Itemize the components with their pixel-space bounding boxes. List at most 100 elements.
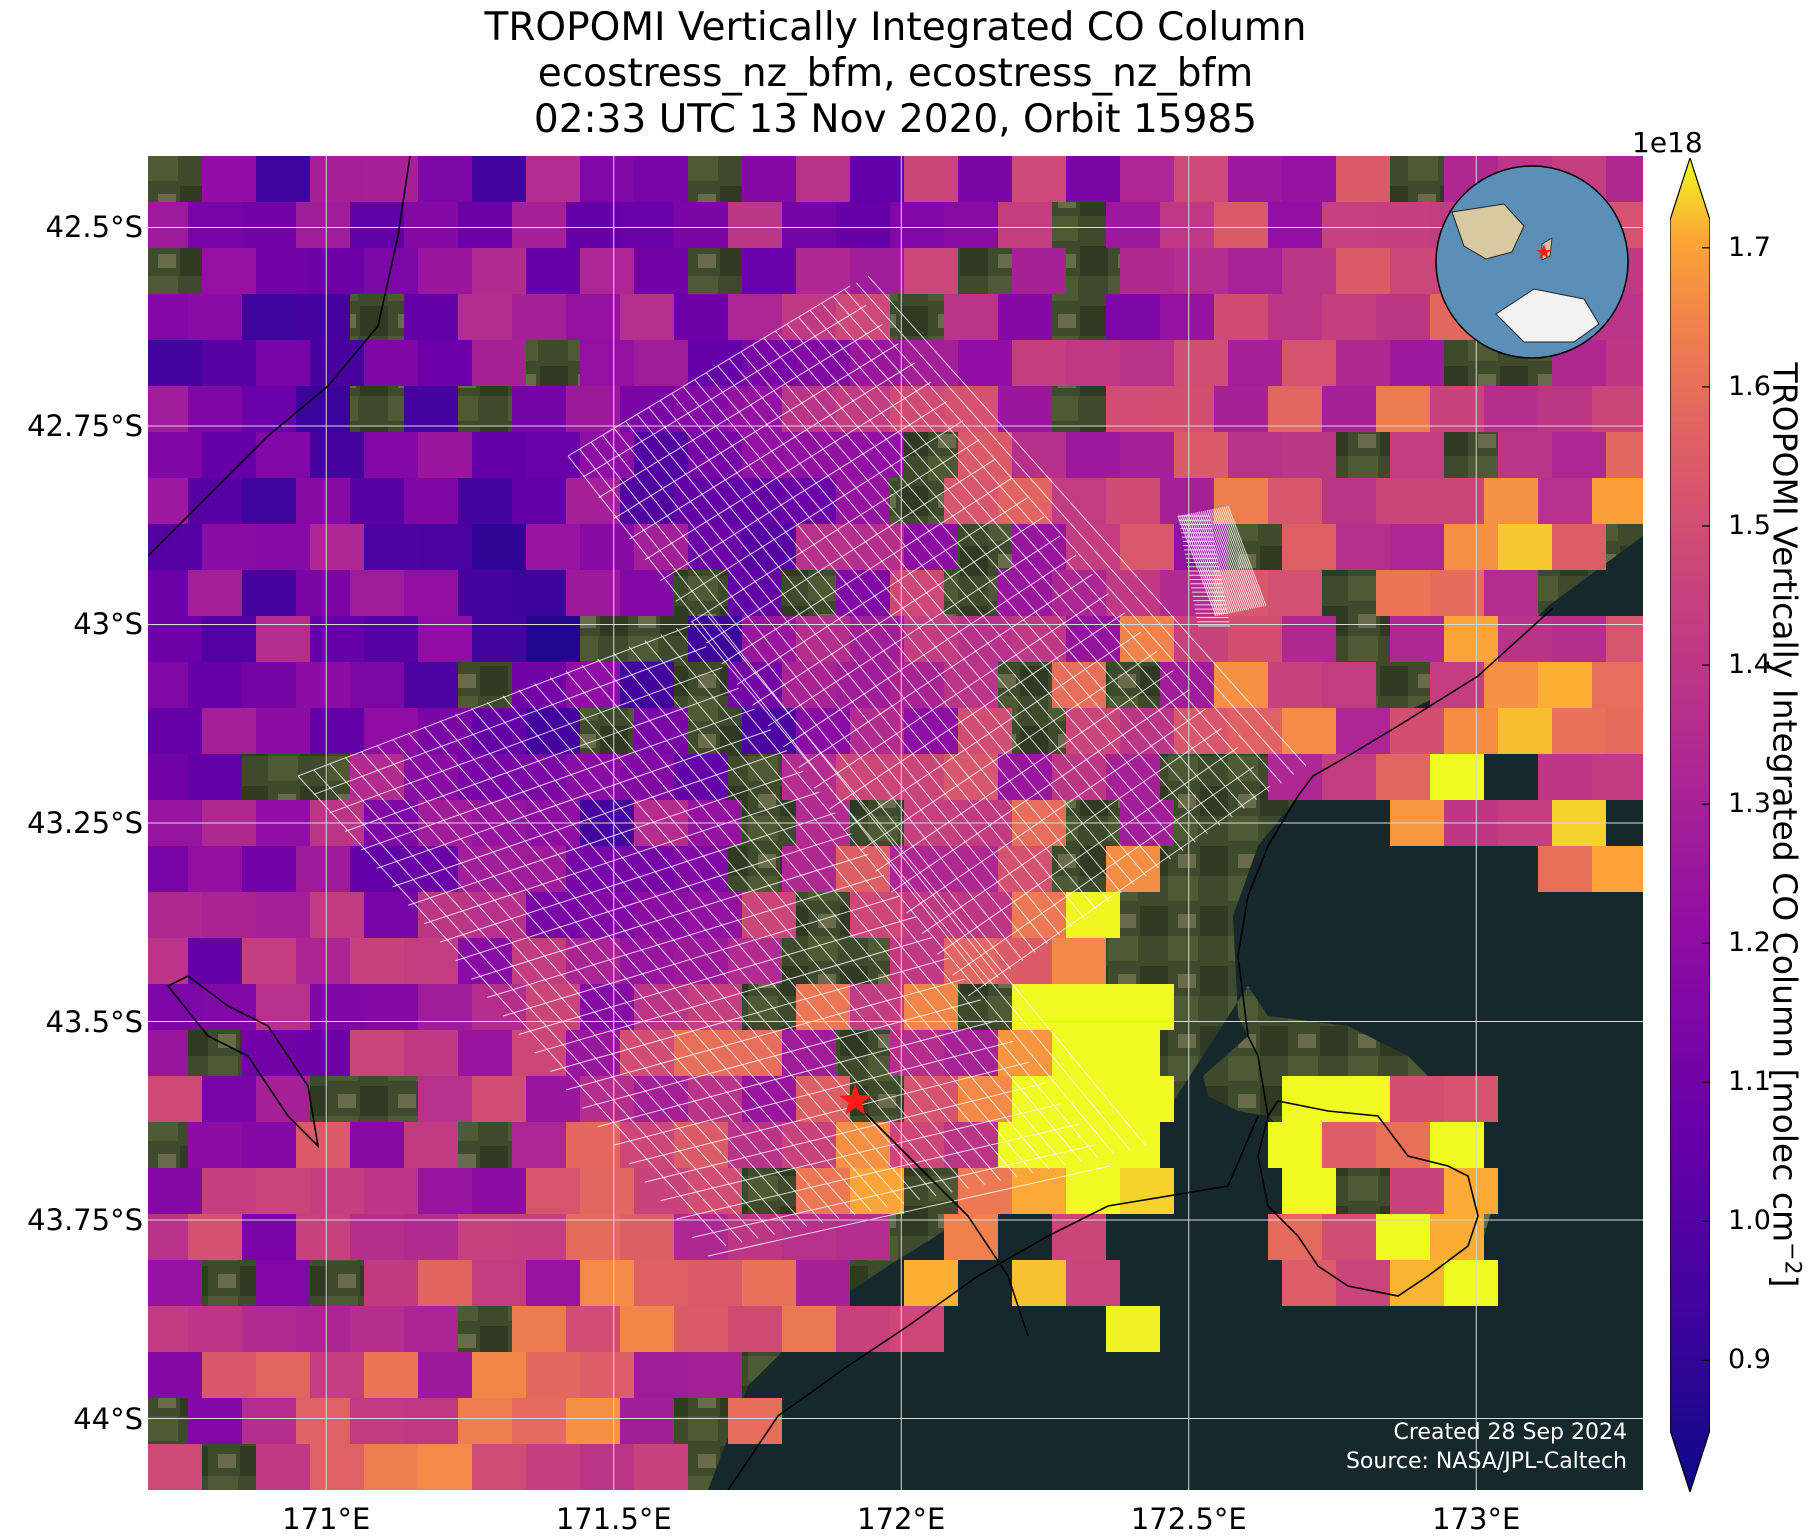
co-pixel <box>998 202 1052 248</box>
co-pixel <box>1174 248 1228 294</box>
co-pixel <box>904 340 958 386</box>
co-pixel <box>1376 478 1430 524</box>
co-pixel <box>404 1398 458 1444</box>
co-pixel <box>364 156 418 202</box>
co-pixel <box>148 432 202 478</box>
co-pixel <box>526 1260 580 1306</box>
co-pixel <box>1106 478 1160 524</box>
co-pixel <box>580 984 634 1030</box>
co-pixel <box>890 754 944 800</box>
co-pixel <box>364 340 418 386</box>
co-pixel <box>256 1260 310 1306</box>
co-pixel <box>1066 984 1120 1030</box>
co-pixel <box>188 1398 242 1444</box>
co-pixel <box>836 1306 890 1352</box>
colorbar-body <box>1670 158 1710 1492</box>
co-pixel <box>418 616 472 662</box>
colorbar-exponent: 1e18 <box>1632 126 1703 159</box>
co-pixel <box>1498 524 1552 570</box>
co-pixel <box>404 1030 458 1076</box>
co-pixel <box>404 1122 458 1168</box>
co-pixel <box>1214 202 1268 248</box>
co-pixel <box>148 294 188 340</box>
co-pixel <box>512 1306 566 1352</box>
co-pixel <box>1012 340 1066 386</box>
co-pixel <box>188 938 242 984</box>
co-pixel <box>620 1122 674 1168</box>
swath-footprint <box>1177 505 1267 627</box>
co-pixel <box>296 570 350 616</box>
co-pixel <box>796 708 850 754</box>
co-pixel <box>1120 340 1174 386</box>
co-pixel <box>796 616 850 662</box>
co-pixel <box>1376 754 1430 800</box>
co-pixel <box>1444 1260 1498 1306</box>
co-pixel <box>296 386 350 432</box>
co-pixel <box>296 938 350 984</box>
coastline-south <box>727 1115 1259 1490</box>
co-pixel <box>310 248 364 294</box>
co-pixel <box>1120 616 1174 662</box>
co-pixel <box>890 1122 944 1168</box>
colorbar-tick-label: 1.7 <box>1728 231 1771 263</box>
co-pixel <box>364 1168 418 1214</box>
co-pixel <box>1106 386 1160 432</box>
co-pixel <box>148 340 202 386</box>
co-pixel <box>472 524 526 570</box>
co-pixel <box>1066 892 1120 938</box>
co-pixel <box>1120 432 1174 478</box>
co-pixel <box>512 1122 566 1168</box>
co-pixel <box>620 202 674 248</box>
co-pixel <box>148 1214 188 1260</box>
co-pixel <box>350 846 404 892</box>
lon-tick-label: 171°E <box>282 1502 371 1536</box>
co-pixel <box>674 938 728 984</box>
co-pixel <box>472 156 526 202</box>
map-panel[interactable] <box>148 156 1643 1490</box>
co-pixel <box>796 248 850 294</box>
co-pixel <box>458 1398 512 1444</box>
co-pixel <box>850 524 904 570</box>
co-pixel <box>674 1214 728 1260</box>
co-pixel <box>148 1444 202 1490</box>
co-pixel <box>1552 432 1606 478</box>
co-pixel <box>1106 846 1160 892</box>
co-pixel <box>944 754 998 800</box>
co-pixel <box>566 294 620 340</box>
co-pixel <box>350 202 404 248</box>
co-pixel <box>1606 616 1643 662</box>
co-pixel <box>850 340 904 386</box>
co-pixel <box>944 386 998 432</box>
co-pixel <box>580 1168 634 1214</box>
co-pixel <box>566 1030 620 1076</box>
co-pixel <box>1336 156 1390 202</box>
co-pixel <box>188 570 242 616</box>
co-pixel <box>566 1306 620 1352</box>
co-pixel <box>202 340 256 386</box>
swath-footprint <box>297 615 1147 1257</box>
co-pixel <box>620 478 674 524</box>
source-text: Source: NASA/JPL-Caltech <box>1345 1449 1627 1474</box>
co-pixel <box>418 1352 472 1398</box>
co-pixel <box>1160 662 1214 708</box>
co-pixel <box>1174 340 1228 386</box>
co-pixel <box>742 708 796 754</box>
co-pixel <box>1376 1122 1430 1168</box>
co-pixel <box>310 616 364 662</box>
co-pixel <box>1268 386 1322 432</box>
co-pixel <box>782 1214 836 1260</box>
co-pixel <box>1268 478 1322 524</box>
co-pixel <box>796 984 850 1030</box>
co-pixel <box>350 1030 404 1076</box>
co-pixel <box>458 294 512 340</box>
co-pixel <box>256 892 310 938</box>
co-pixel <box>742 340 796 386</box>
co-pixel <box>472 892 526 938</box>
chart-subtitle: ecostress_nz_bfm, ecostress_nz_bfm <box>537 51 1254 96</box>
co-pixel <box>310 1168 364 1214</box>
co-pixel <box>418 156 472 202</box>
co-pixel <box>1322 294 1376 340</box>
co-pixel <box>526 1076 580 1122</box>
co-pixel <box>958 708 1012 754</box>
co-pixel <box>1444 616 1498 662</box>
